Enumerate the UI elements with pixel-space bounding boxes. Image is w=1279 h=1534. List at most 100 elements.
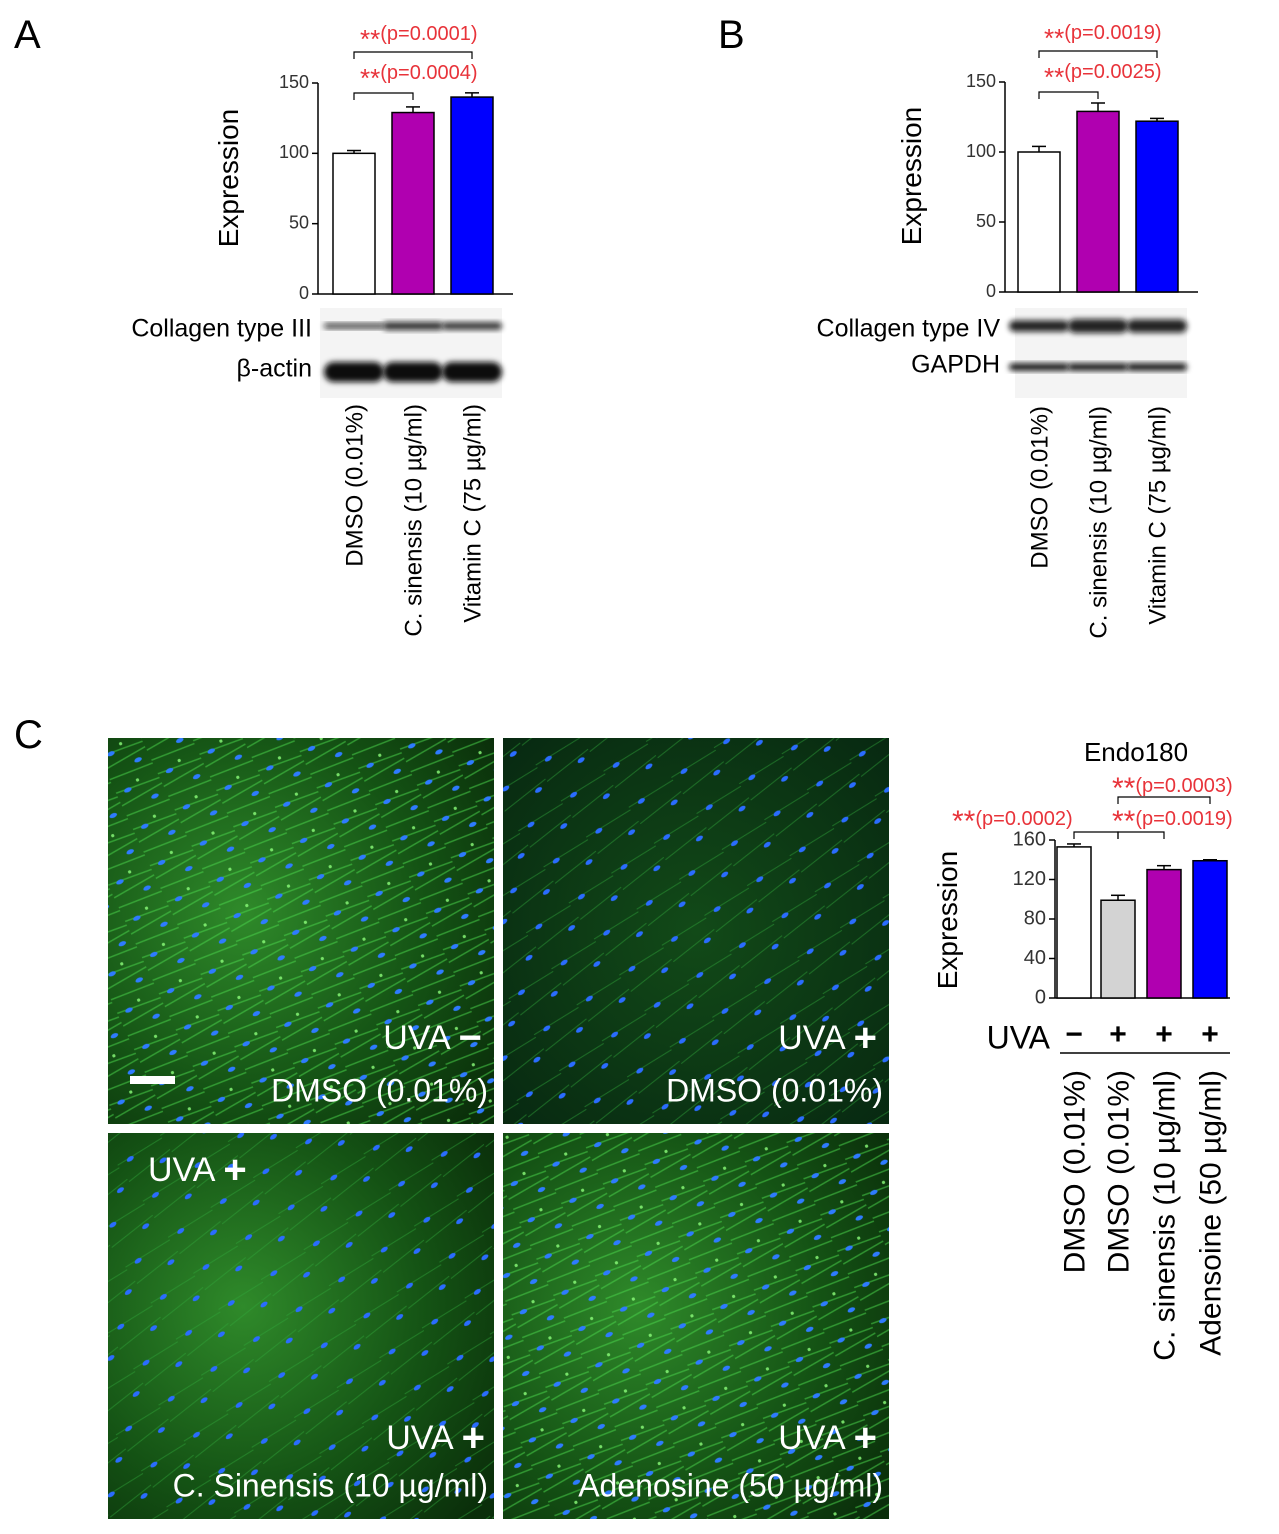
uva-sign: + xyxy=(854,1016,877,1060)
scale-bar xyxy=(130,1076,175,1084)
significance-bracket xyxy=(1117,831,1165,839)
blot-band xyxy=(1127,363,1187,371)
x-category-label: DMSO (0.01%) xyxy=(1059,1070,1092,1273)
significance-label: **(p=0.0001) xyxy=(360,23,478,54)
p-value: (p=0.0004) xyxy=(380,62,477,84)
panel-letter: C xyxy=(14,713,43,757)
p-value: (p=0.0002) xyxy=(975,808,1072,830)
blot-background xyxy=(320,308,502,398)
micrograph-caption: DMSO (0.01%) xyxy=(666,1072,883,1108)
significance-stars: ** xyxy=(952,805,976,838)
micrograph-texture xyxy=(503,1133,889,1519)
uva-sign: − xyxy=(459,1016,482,1060)
uva-sign: + xyxy=(1201,1018,1219,1051)
significance-label: **(p=0.0004) xyxy=(360,62,478,93)
y-tick-label: 150 xyxy=(966,71,996,91)
bar xyxy=(450,96,494,295)
significance-stars: ** xyxy=(360,24,380,54)
uva-sign: + xyxy=(462,1416,485,1460)
uva-sign: + xyxy=(1155,1018,1173,1051)
bar xyxy=(391,111,435,295)
micrograph-texture xyxy=(108,738,494,1124)
significance-stars: ** xyxy=(1112,805,1136,838)
blot-band xyxy=(324,362,384,382)
uva-sign: + xyxy=(1109,1018,1127,1051)
significance-bracket xyxy=(1038,50,1158,58)
blot-band xyxy=(1068,363,1128,371)
blot-band xyxy=(1127,319,1187,333)
panel-letter: A xyxy=(14,13,41,57)
p-value: (p=0.0019) xyxy=(1135,808,1232,830)
uva-annotation: UVA + xyxy=(778,1416,877,1460)
y-tick-label: 0 xyxy=(1035,986,1046,1008)
uva-sign: + xyxy=(854,1416,877,1460)
significance-stars: ** xyxy=(1044,62,1064,92)
y-axis-label: Expression xyxy=(896,107,927,246)
x-category-label: Vitamin C (75 µg/ml) xyxy=(1144,406,1171,625)
y-tick-label: 80 xyxy=(1024,907,1046,929)
significance-label: **(p=0.0019) xyxy=(1044,22,1162,53)
blot-label: β-actin xyxy=(236,355,312,383)
blot-label: Collagen type III xyxy=(131,315,312,343)
uva-sign: − xyxy=(1065,1018,1083,1051)
uva-sign: + xyxy=(223,1148,246,1192)
y-tick-label: 50 xyxy=(289,212,309,232)
uva-text: UVA xyxy=(386,1419,454,1457)
x-category-label: C. sinensis (10 µg/ml) xyxy=(1085,406,1112,639)
bar xyxy=(1017,151,1061,293)
micrograph-texture xyxy=(108,1133,494,1519)
bar xyxy=(1100,899,1136,999)
x-category-label: Vitamin C (75 µg/ml) xyxy=(459,404,486,623)
uva-text: UVA xyxy=(383,1019,451,1057)
y-tick-label: 0 xyxy=(299,283,309,303)
bar xyxy=(1192,859,1228,999)
blot-band xyxy=(383,322,443,330)
uva-annotation: UVA + xyxy=(148,1148,247,1192)
blot-band xyxy=(383,362,443,382)
blot-band xyxy=(1009,363,1069,371)
micrograph-caption: C. Sinensis (10 µg/ml) xyxy=(173,1467,488,1503)
p-value: (p=0.0025) xyxy=(1064,61,1161,83)
p-value: (p=0.0001) xyxy=(380,23,477,45)
uva-text: UVA xyxy=(148,1151,216,1189)
bar xyxy=(332,152,376,295)
bar xyxy=(1146,868,1182,999)
micrograph-caption: Adenosine (50 µg/ml) xyxy=(578,1467,883,1503)
blot-label: Collagen type IV xyxy=(817,315,1001,343)
uva-annotation: UVA − xyxy=(383,1016,482,1060)
uva-text: UVA xyxy=(778,1419,846,1457)
uva-annotation: UVA + xyxy=(386,1416,485,1460)
p-value: (p=0.0003) xyxy=(1135,775,1232,797)
micrograph-caption: DMSO (0.01%) xyxy=(271,1072,488,1108)
significance-bracket xyxy=(353,92,414,100)
blot-label: GAPDH xyxy=(911,351,1000,379)
y-tick-label: 120 xyxy=(1013,868,1046,890)
bar xyxy=(1135,120,1179,293)
y-tick-label: 0 xyxy=(986,281,996,301)
uva-text: UVA xyxy=(778,1019,846,1057)
significance-label: **(p=0.0019) xyxy=(1112,805,1233,838)
blot-band xyxy=(324,323,384,329)
panel-letter: B xyxy=(718,13,745,57)
significance-stars: ** xyxy=(360,63,380,93)
significance-label: **(p=0.0025) xyxy=(1044,61,1162,92)
x-category-label: DMSO (0.01%) xyxy=(1103,1070,1136,1273)
blot-band xyxy=(442,362,502,382)
blot-band xyxy=(1068,319,1128,333)
x-category-label: Adensoine (50 µg/ml) xyxy=(1195,1070,1228,1356)
blot-band xyxy=(442,322,502,330)
y-tick-label: 150 xyxy=(279,72,309,92)
p-value: (p=0.0019) xyxy=(1064,22,1161,44)
micrograph-texture xyxy=(503,738,889,1124)
x-category-label: DMSO (0.01%) xyxy=(341,404,368,567)
significance-stars: ** xyxy=(1112,772,1136,805)
bar xyxy=(1056,846,1092,999)
uva-label: UVA xyxy=(987,1019,1051,1055)
y-axis-label: Expression xyxy=(932,851,963,990)
blot-band xyxy=(1009,320,1069,332)
uva-annotation: UVA + xyxy=(778,1016,877,1060)
significance-label: **(p=0.0002) xyxy=(952,805,1073,838)
significance-label: **(p=0.0003) xyxy=(1112,772,1233,805)
